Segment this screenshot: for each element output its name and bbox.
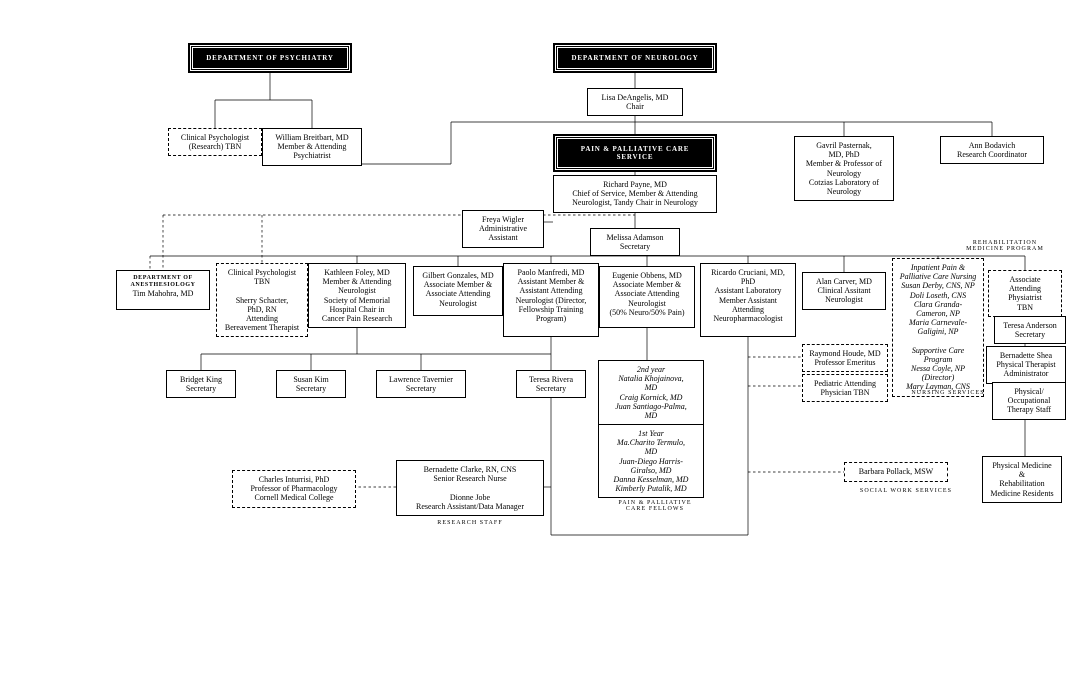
section-research_label: RESEARCH STAFF	[420, 520, 520, 526]
node-bodavich: Ann BodavichResearch Coordinator	[940, 136, 1044, 164]
node-breitbart: William Breitbart, MDMember & AttendingP…	[262, 128, 362, 166]
node-inturrisi: Charles Inturrisi, PhDProfessor of Pharm…	[232, 470, 356, 508]
node-pmr_residents: Physical Medicine &RehabilitationMedicin…	[982, 456, 1062, 503]
node-cruciani: Ricardo Cruciani, MD,PhDAssistant Labora…	[700, 263, 796, 337]
node-carver: Alan Carver, MDClinical AssitantNeurolog…	[802, 272, 886, 310]
section-rehab_label: REHABILITATIONMEDICINE PROGRAM	[940, 240, 1070, 252]
node-tavernier: Lawrence TavernierSecretary	[376, 370, 466, 398]
node-physiatrist: Associate AttendingPhysiatristTBN	[988, 270, 1062, 317]
node-clin_psy_research: Clinical Psychologist(Research) TBN	[168, 128, 262, 156]
node-nursing: Inpatient Pain &Palliative Care NursingS…	[892, 258, 984, 397]
node-teresa_a: Teresa AndersonSecretary	[994, 316, 1066, 344]
node-neuro_dept: DEPARTMENT OF NEUROLOGY	[555, 45, 715, 71]
node-obbens: Eugenie Obbens, MDAssociate Member &Asso…	[599, 266, 695, 328]
node-wigler: Freya WiglerAdministrativeAssistant	[462, 210, 544, 248]
node-foley: Kathleen Foley, MDMember & AttendingNeur…	[308, 263, 406, 328]
node-fellows_1st: 1st YearMa.Charito Termulo,MDJuan-Diego …	[598, 424, 704, 498]
node-houde: Raymond Houde, MDProfessor Emeritus	[802, 344, 888, 372]
node-fellows_2nd: 2nd yearNatalia Khojainova,MDCraig Korni…	[598, 360, 704, 425]
node-neuro_chair: Lisa DeAngelis, MDChair	[587, 88, 683, 116]
node-payne: Richard Payne, MDChief of Service, Membe…	[553, 175, 717, 213]
node-shea: Bernadette SheaPhysical TherapistAdminis…	[986, 346, 1066, 384]
node-ptot: Physical/OccupationalTherapy Staff	[992, 382, 1066, 420]
node-clin_psy_tbn: Clinical PsychologistTBNSherry Schacter,…	[216, 263, 308, 337]
org-chart-canvas: DEPARTMENT OF PSYCHIATRY DEPARTMENT OF NE…	[0, 0, 1075, 696]
section-fellows_label: PAIN & PALLIATIVECARE FELLOWS	[600, 500, 710, 512]
node-pollack: Barbara Pollack, MSW	[844, 462, 948, 482]
section-socialwork_label: SOCIAL WORK SERVICES	[856, 488, 956, 494]
node-kim: Susan KimSecretary	[276, 370, 346, 398]
node-pain_svc: PAIN & PALLIATIVE CARE SERVICE	[555, 136, 715, 170]
node-pasternak: Gavril Pasternak,MD, PhDMember & Profess…	[794, 136, 894, 201]
node-research_nurse: Bernadette Clarke, RN, CNSSenior Researc…	[396, 460, 544, 516]
node-psych_dept: DEPARTMENT OF PSYCHIATRY	[190, 45, 350, 71]
node-text: Tim Mahohra, MD	[133, 289, 194, 298]
node-adamson: Melissa AdamsonSecretary	[590, 228, 680, 256]
node-peds: Pediatric AttendingPhysician TBN	[802, 374, 888, 402]
section-nursing_label: NURSING SERVICES	[908, 390, 988, 396]
node-anesth: DEPARTMENT OFANESTHESIOLOGYTim Mahohra, …	[116, 270, 210, 310]
node-gonzales: Gilbert Gonzales, MDAssociate Member &As…	[413, 266, 503, 316]
node-manfredi: Paolo Manfredi, MDAssistant Member &Assi…	[503, 263, 599, 337]
node-king: Bridget KingSecretary	[166, 370, 236, 398]
node-rivera: Teresa RiveraSecretary	[516, 370, 586, 398]
